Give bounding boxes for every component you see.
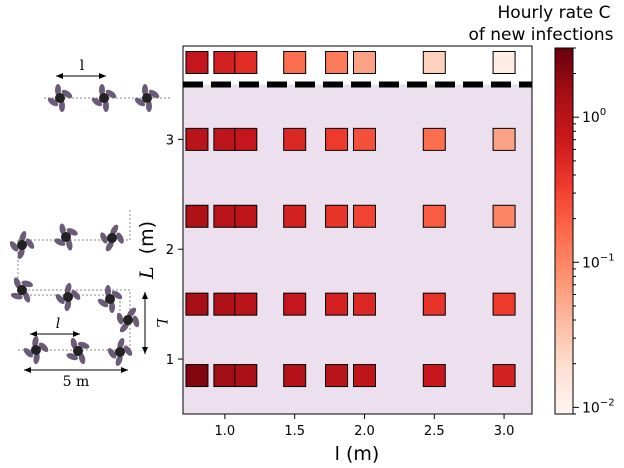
y-tick-label: 2 xyxy=(166,243,174,258)
heatmap-cell xyxy=(185,292,209,316)
person-icon xyxy=(116,307,140,333)
heatmap-cell xyxy=(325,292,349,316)
person-icon xyxy=(134,84,160,112)
heatmap-cell xyxy=(213,204,237,228)
heatmap-cell xyxy=(352,204,376,228)
person-icon xyxy=(100,224,124,252)
heatmap-cell xyxy=(213,50,237,74)
person-icon xyxy=(66,337,90,365)
y-tick-label: 3 xyxy=(166,133,174,148)
heatmap-cell xyxy=(422,292,446,316)
heatmap-cell xyxy=(185,364,209,388)
plot-frame xyxy=(182,45,533,415)
heatmap-cell xyxy=(422,364,446,388)
heatmap-cell xyxy=(213,127,237,151)
heatmap-cell xyxy=(422,127,446,151)
person-icon xyxy=(107,338,133,366)
person-icon xyxy=(91,84,117,112)
heatmap-cell xyxy=(492,364,516,388)
heatmap-cell xyxy=(234,364,258,388)
x-tick-label: 1.0 xyxy=(215,424,236,439)
heatmap-cell xyxy=(492,50,516,74)
x-tick-label: 2.5 xyxy=(424,424,445,439)
person-icon xyxy=(23,335,49,365)
heatmap-cell xyxy=(234,50,258,74)
heatmap-cell xyxy=(283,292,307,316)
colorbar-ticks: 10−2 10−1 100 xyxy=(573,47,615,416)
x-tick-label: 1.5 xyxy=(284,424,305,439)
person-icon xyxy=(54,223,78,251)
heatmap-cell xyxy=(422,204,446,228)
heatmap-cell xyxy=(213,292,237,316)
heatmap-cell xyxy=(325,204,349,228)
heatmap-cell xyxy=(185,204,209,228)
person-icon xyxy=(10,277,34,303)
heatmap-cell xyxy=(325,50,349,74)
y-axis-ticks: 1 2 3 xyxy=(166,133,183,368)
x-axis-label: l (m) xyxy=(335,443,380,465)
person-icons xyxy=(9,84,160,366)
x-tick-label: 3.0 xyxy=(494,424,515,439)
inset-grid-vertical-label: L xyxy=(153,317,169,327)
heatmap-cell xyxy=(283,364,307,388)
y-tick-label: 1 xyxy=(166,353,174,368)
heatmap-cell xyxy=(185,127,209,151)
inset-grid: l 5 m L xyxy=(17,210,169,390)
person-icon xyxy=(97,285,123,313)
inset-illustrations: l l 5 m L xyxy=(9,58,170,390)
heatmap-cells xyxy=(185,50,516,388)
heatmap-cell xyxy=(352,127,376,151)
heatmap-cell xyxy=(325,364,349,388)
colorbar: 10−2 10−1 100 Hourly rate C of new infecti… xyxy=(468,3,614,416)
heatmap-cell xyxy=(492,204,516,228)
y-axis-label: L (m) xyxy=(136,221,158,280)
colorbar-tick-label: 10−1 xyxy=(582,252,615,271)
heatmap-cell xyxy=(234,204,258,228)
heatmap-cell xyxy=(422,50,446,74)
colorbar-tick-label: 100 xyxy=(582,107,606,126)
person-icon xyxy=(55,282,81,312)
heatmap-cell xyxy=(325,127,349,151)
x-tick-label: 2.0 xyxy=(354,424,375,439)
inset-grid-wide-label: 5 m xyxy=(63,374,90,390)
heatmap-cell xyxy=(283,50,307,74)
person-icon xyxy=(9,231,35,259)
heatmap-cell xyxy=(283,204,307,228)
heatmap-cell xyxy=(492,127,516,151)
heatmap-cell xyxy=(234,127,258,151)
heatmap-cell xyxy=(352,50,376,74)
person-icon xyxy=(47,84,73,112)
heatmap-cell xyxy=(492,292,516,316)
inset-grid-small-label: l xyxy=(56,316,60,332)
colorbar-title-line1: Hourly rate C xyxy=(498,3,611,23)
heatmap-cell xyxy=(234,292,258,316)
heatmap-cell xyxy=(185,50,209,74)
heatmap-cell xyxy=(352,292,376,316)
colorbar-gradient xyxy=(554,47,574,415)
heatmap-cell xyxy=(352,364,376,388)
x-axis-ticks: 1.0 1.5 2.0 2.5 3.0 xyxy=(215,414,515,439)
colorbar-tick-label: 10−2 xyxy=(582,397,615,416)
svg-text:L (m): L (m) xyxy=(136,221,158,280)
heatmap-cell xyxy=(213,364,237,388)
inset-top-label: l xyxy=(80,58,85,74)
colorbar-title-line2: of new infections xyxy=(468,25,613,45)
heatmap-cell xyxy=(283,127,307,151)
heatmap-plot: 1.0 1.5 2.0 2.5 3.0 1 2 3 l (m) L (m) xyxy=(136,45,533,465)
